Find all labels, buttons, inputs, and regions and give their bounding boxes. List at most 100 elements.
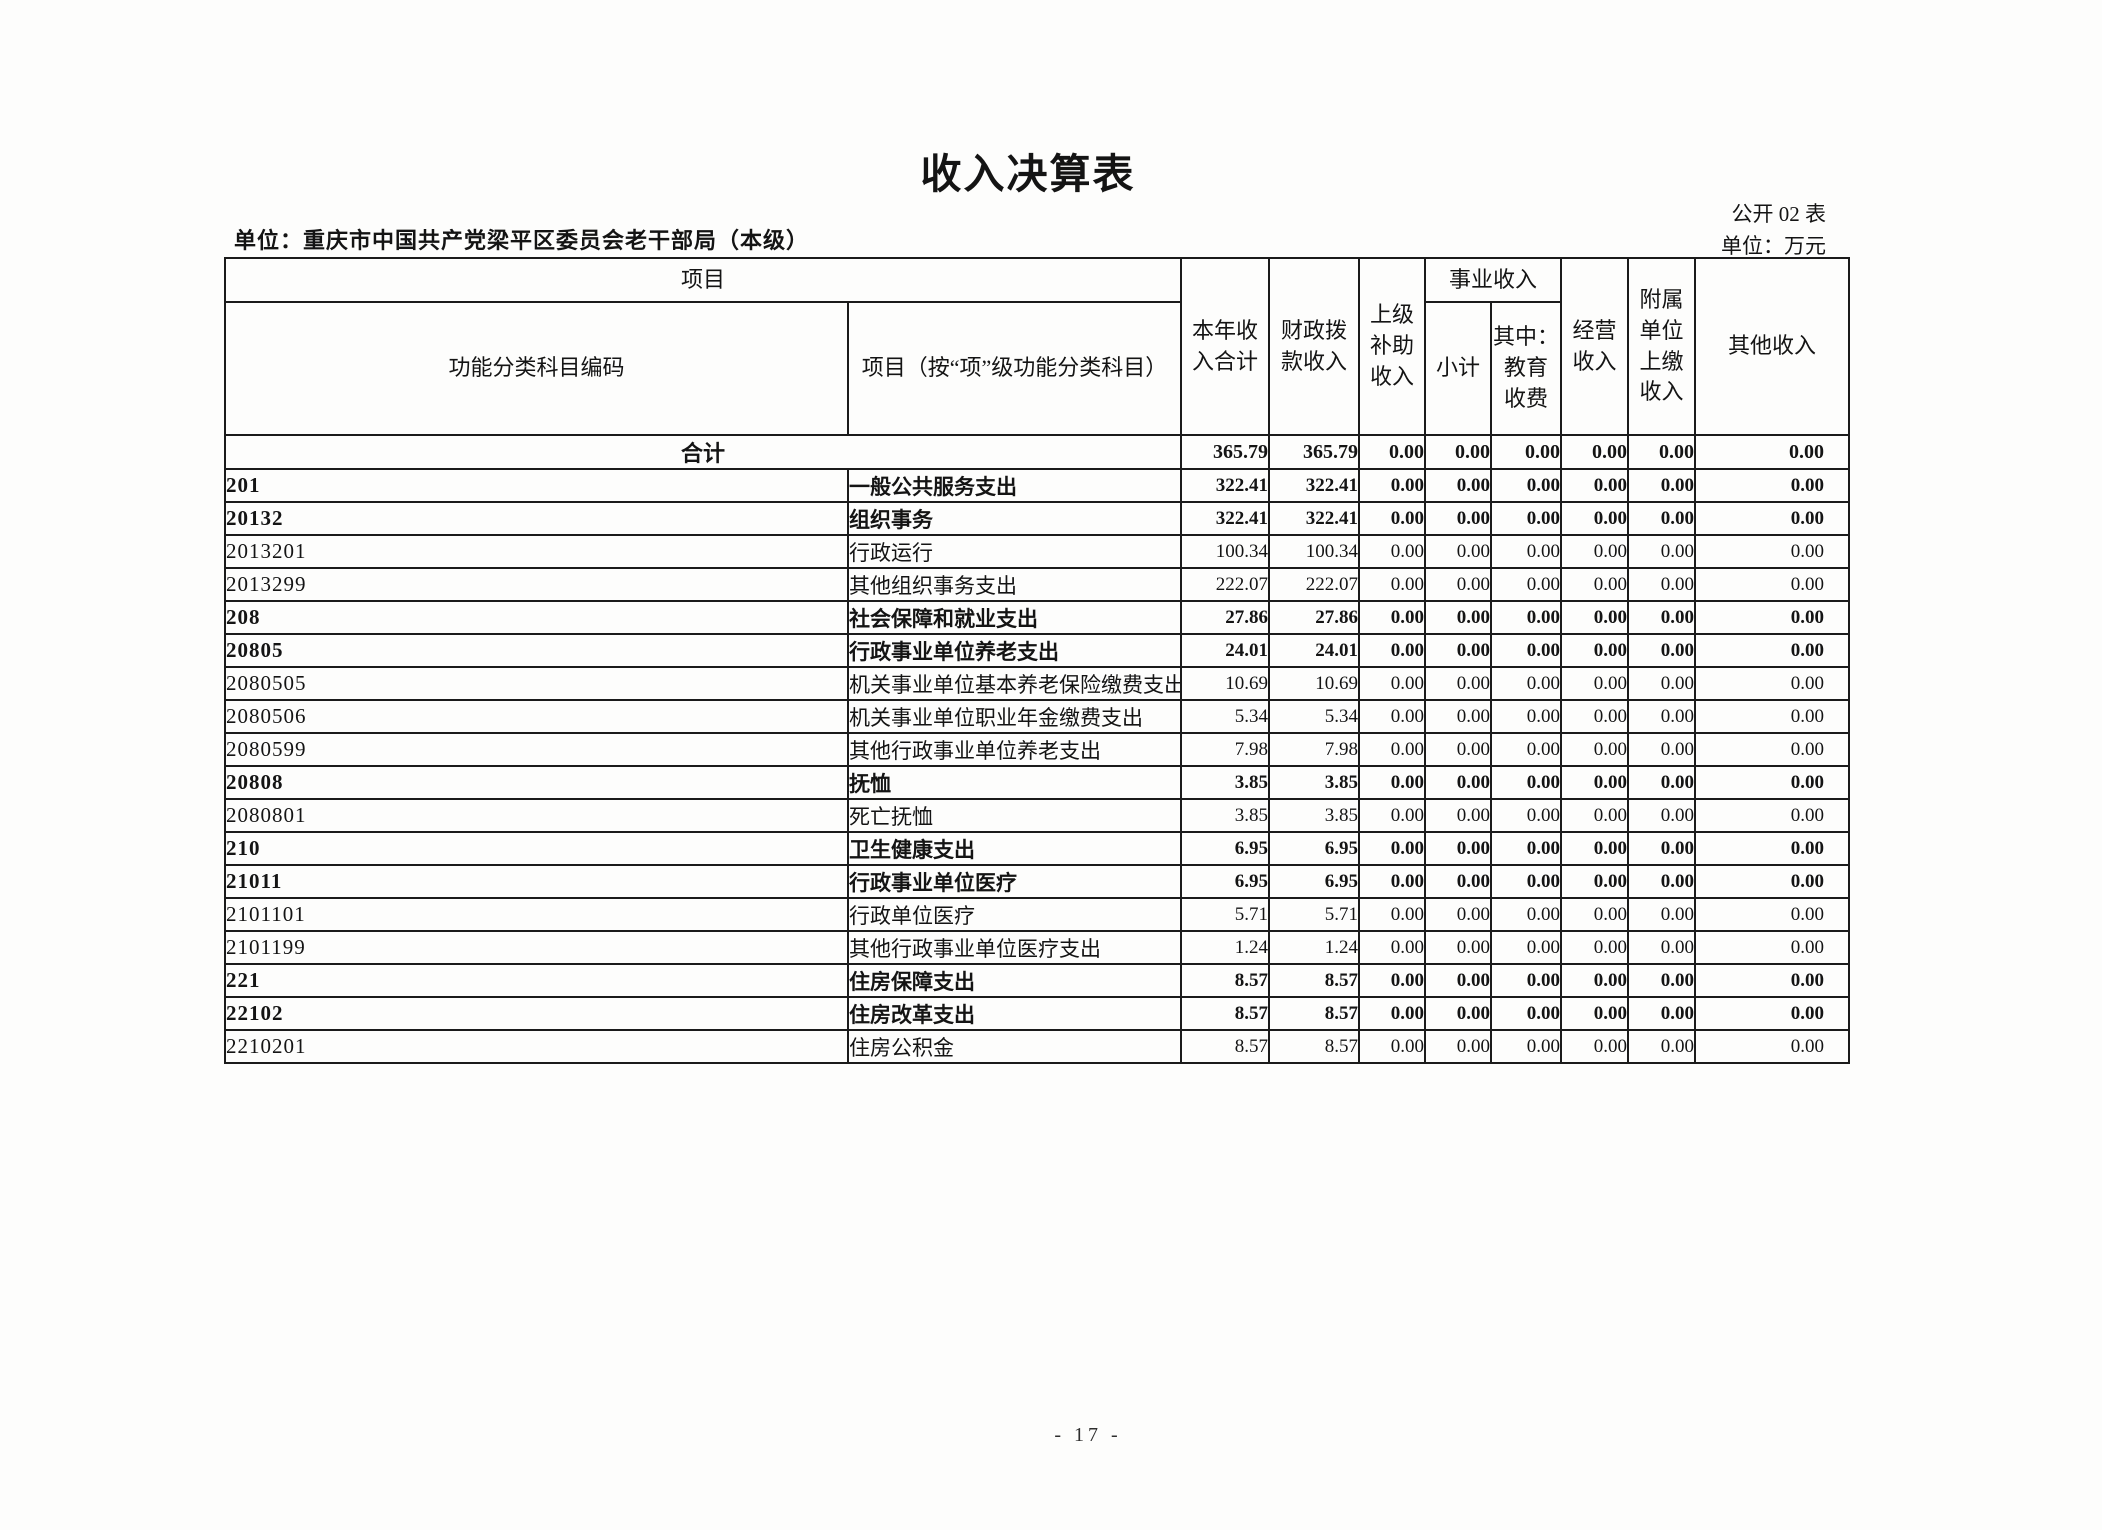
item-name-cell: 行政单位医疗 bbox=[846, 897, 1183, 932]
value-cell: 0.00 bbox=[1627, 600, 1697, 635]
table-row: 208 社会保障和就业支出 27.86 27.86 0.00 0.00 0.00… bbox=[224, 600, 1851, 635]
item-name-cell: 住房保障支出 bbox=[846, 963, 1183, 998]
value-cell: 0.00 bbox=[1560, 897, 1630, 932]
value-cell-other-income: 0.00 bbox=[1694, 666, 1851, 701]
value-cell: 0.00 bbox=[1627, 567, 1697, 602]
value-cell: 24.01 bbox=[1180, 633, 1271, 668]
total-value-cell: 0.00 bbox=[1627, 434, 1697, 470]
value-cell: 27.86 bbox=[1180, 600, 1271, 635]
function-code-cell: 2013201 bbox=[224, 534, 849, 569]
value-cell: 0.00 bbox=[1627, 666, 1697, 701]
page-title: 收入决算表 bbox=[920, 151, 1136, 197]
table-row: 20805 行政事业单位养老支出 24.01 24.01 0.00 0.00 0… bbox=[224, 633, 1851, 668]
value-cell: 6.95 bbox=[1268, 864, 1361, 899]
item-name-cell: 其他行政事业单位养老支出 bbox=[846, 732, 1183, 767]
value-cell-other-income: 0.00 bbox=[1694, 732, 1851, 767]
value-cell: 0.00 bbox=[1424, 666, 1493, 701]
value-cell: 0.00 bbox=[1560, 699, 1630, 734]
function-code-cell: 210 bbox=[224, 831, 849, 866]
value-cell: 0.00 bbox=[1358, 897, 1427, 932]
value-cell: 0.00 bbox=[1358, 501, 1427, 536]
value-cell: 0.00 bbox=[1627, 1029, 1697, 1064]
value-cell: 0.00 bbox=[1627, 732, 1697, 767]
table-row: 20132 组织事务 322.41 322.41 0.00 0.00 0.00 … bbox=[224, 501, 1851, 536]
value-cell: 0.00 bbox=[1424, 468, 1493, 503]
value-cell: 0.00 bbox=[1358, 468, 1427, 503]
value-cell: 0.00 bbox=[1627, 765, 1697, 800]
value-cell: 0.00 bbox=[1627, 963, 1697, 998]
function-code-cell: 2101101 bbox=[224, 897, 849, 932]
item-name-cell: 组织事务 bbox=[846, 501, 1183, 536]
income-final-accounts-table: 项目 本年收 入合计 财政拨 款收入 上级 补助 收入 事业收入 经营 收入 附… bbox=[223, 257, 1851, 1064]
value-cell: 5.34 bbox=[1180, 699, 1271, 734]
value-cell: 6.95 bbox=[1180, 831, 1271, 866]
header-annual-income-total: 本年收 入合计 bbox=[1180, 257, 1271, 436]
value-cell-other-income: 0.00 bbox=[1694, 534, 1851, 569]
value-cell: 0.00 bbox=[1560, 798, 1630, 833]
value-cell: 24.01 bbox=[1268, 633, 1361, 668]
value-cell: 0.00 bbox=[1490, 897, 1563, 932]
table-row: 2013299 其他组织事务支出 222.07 222.07 0.00 0.00… bbox=[224, 567, 1851, 602]
value-cell: 7.98 bbox=[1268, 732, 1361, 767]
value-cell: 0.00 bbox=[1424, 600, 1493, 635]
value-cell: 222.07 bbox=[1180, 567, 1271, 602]
value-cell: 0.00 bbox=[1560, 996, 1630, 1031]
table-header: 项目 本年收 入合计 财政拨 款收入 上级 补助 收入 事业收入 经营 收入 附… bbox=[223, 257, 1851, 436]
function-code-cell: 208 bbox=[224, 600, 849, 635]
value-cell-other-income: 0.00 bbox=[1694, 996, 1851, 1031]
value-cell: 0.00 bbox=[1424, 864, 1493, 899]
value-cell: 0.00 bbox=[1490, 501, 1563, 536]
function-code-cell: 21011 bbox=[224, 864, 849, 899]
item-name-cell: 其他组织事务支出 bbox=[846, 567, 1183, 602]
value-cell: 0.00 bbox=[1560, 930, 1630, 965]
value-cell: 0.00 bbox=[1560, 468, 1630, 503]
value-cell: 0.00 bbox=[1358, 1029, 1427, 1064]
value-cell: 0.00 bbox=[1560, 963, 1630, 998]
function-code-cell: 20808 bbox=[224, 765, 849, 800]
table-row: 20808 抚恤 3.85 3.85 0.00 0.00 0.00 0.00 0… bbox=[224, 765, 1851, 800]
value-cell: 0.00 bbox=[1560, 501, 1630, 536]
function-code-cell: 2080505 bbox=[224, 666, 849, 701]
value-cell: 0.00 bbox=[1490, 732, 1563, 767]
total-value-cell: 365.79 bbox=[1180, 434, 1271, 470]
value-cell: 8.57 bbox=[1268, 963, 1361, 998]
value-cell-other-income: 0.00 bbox=[1694, 831, 1851, 866]
value-cell: 10.69 bbox=[1180, 666, 1271, 701]
table-row: 210 卫生健康支出 6.95 6.95 0.00 0.00 0.00 0.00… bbox=[224, 831, 1851, 866]
value-cell: 0.00 bbox=[1560, 567, 1630, 602]
value-cell: 0.00 bbox=[1424, 633, 1493, 668]
value-cell: 100.34 bbox=[1268, 534, 1361, 569]
value-cell: 5.34 bbox=[1268, 699, 1361, 734]
value-cell-other-income: 0.00 bbox=[1694, 798, 1851, 833]
value-cell-other-income: 0.00 bbox=[1694, 897, 1851, 932]
value-cell: 0.00 bbox=[1627, 633, 1697, 668]
value-cell: 3.85 bbox=[1180, 765, 1271, 800]
value-cell: 8.57 bbox=[1268, 1029, 1361, 1064]
table-row: 2013201 行政运行 100.34 100.34 0.00 0.00 0.0… bbox=[224, 534, 1851, 569]
header-education-fees: 其中： 教育 收费 bbox=[1490, 301, 1563, 436]
value-cell: 1.24 bbox=[1180, 930, 1271, 965]
value-cell: 322.41 bbox=[1268, 501, 1361, 536]
header-subtotal: 小计 bbox=[1424, 301, 1493, 436]
value-cell: 0.00 bbox=[1424, 1029, 1493, 1064]
value-cell: 0.00 bbox=[1490, 996, 1563, 1031]
value-cell: 0.00 bbox=[1424, 798, 1493, 833]
value-cell: 5.71 bbox=[1268, 897, 1361, 932]
header-other-income: 其他收入 bbox=[1694, 257, 1851, 436]
value-cell: 0.00 bbox=[1560, 600, 1630, 635]
value-cell: 0.00 bbox=[1627, 864, 1697, 899]
value-cell: 0.00 bbox=[1358, 666, 1427, 701]
item-name-cell: 抚恤 bbox=[846, 765, 1183, 800]
value-cell: 8.57 bbox=[1268, 996, 1361, 1031]
value-cell: 0.00 bbox=[1490, 798, 1563, 833]
item-name-cell: 一般公共服务支出 bbox=[846, 468, 1183, 503]
value-cell: 0.00 bbox=[1490, 765, 1563, 800]
value-cell: 0.00 bbox=[1424, 765, 1493, 800]
header-item-by-function-level: 项目（按“项”级功能分类科目） bbox=[846, 301, 1183, 436]
header-operating-income: 经营 收入 bbox=[1560, 257, 1630, 436]
item-name-cell: 机关事业单位基本养老保险缴费支出 bbox=[846, 666, 1183, 701]
header-superior-subsidy-income: 上级 补助 收入 bbox=[1358, 257, 1427, 436]
table-row: 201 一般公共服务支出 322.41 322.41 0.00 0.00 0.0… bbox=[224, 468, 1851, 503]
value-cell: 0.00 bbox=[1490, 534, 1563, 569]
table-row: 2080505 机关事业单位基本养老保险缴费支出 10.69 10.69 0.0… bbox=[224, 666, 1851, 701]
